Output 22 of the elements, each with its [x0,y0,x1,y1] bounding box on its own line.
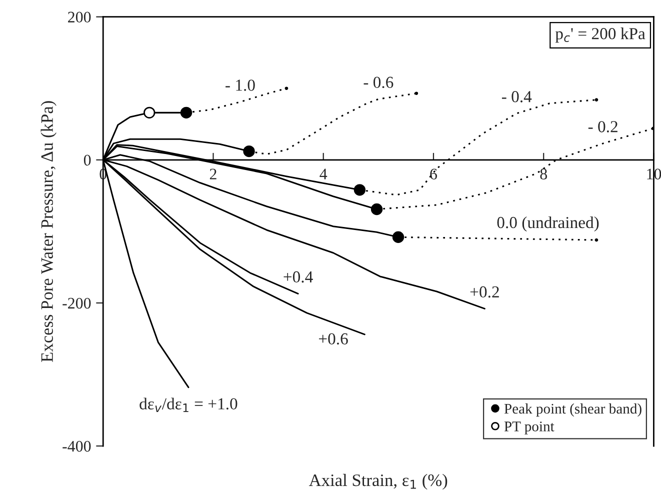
annotation: - 1.0 [226,80,255,91]
annotation: +0.2 [470,286,499,298]
annotation: dε$_{v}$/dε$_{1}$ = +1.0 [140,398,238,412]
x-tick-label: 2 [210,168,216,180]
x-tick-label: 4 [320,168,328,180]
x-tick-label: 6 [430,168,437,180]
annotation: - 0.4 [502,91,532,102]
y-tick-label: 200 [68,12,91,23]
x-tick-label: 8 [540,168,547,180]
y-tick-label: -200 [62,298,91,309]
legend-label: PT point [504,422,554,434]
annotation: +0.4 [284,271,313,283]
y-tick-label: -400 [62,440,91,452]
annotation: 0.0 (undrained) [497,216,599,232]
annotation: p$_{c}$' = 200 kPa [555,28,646,43]
y-tick-label: 0 [84,154,91,166]
annotation: - 0.6 [364,76,394,88]
annotation: +0.6 [318,333,348,345]
y-axis-title: Excess Pore Water Pressure, Δu (kPa) [40,101,56,362]
annotation: - 0.2 [588,121,618,132]
x-axis-title: Axial Strain, ε$_{1}$ (%) [308,474,448,490]
legend-label: Peak point (shear band) [504,403,642,417]
